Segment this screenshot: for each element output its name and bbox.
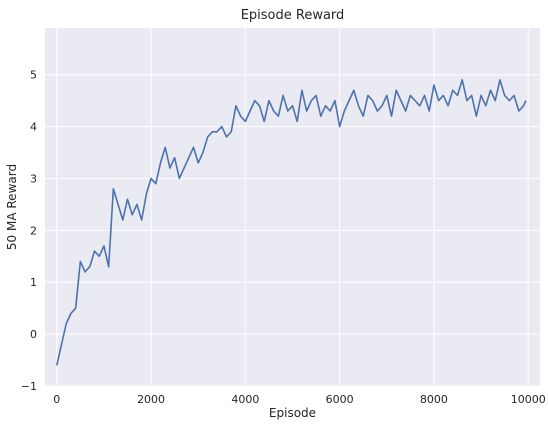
grid-lines	[45, 28, 540, 387]
series-layer	[56, 79, 527, 366]
chart-title: Episode Reward	[241, 8, 345, 23]
tick-labels: 0 2000 4000 6000 8000 10000 −1 0 1 2 3 4 5	[21, 69, 546, 406]
y-tick-label: 2	[30, 224, 37, 237]
y-tick-label: 4	[30, 121, 37, 134]
y-tick-label: 0	[30, 328, 37, 341]
x-axis-label: Episode	[269, 406, 316, 420]
x-tick-label: 8000	[420, 393, 448, 406]
x-tick-label: 10000	[511, 393, 546, 406]
y-tick-label: 5	[30, 69, 37, 82]
y-tick-label: 3	[30, 172, 37, 185]
x-tick-label: 6000	[326, 393, 354, 406]
x-tick-label: 2000	[137, 393, 165, 406]
x-tick-label: 4000	[231, 393, 259, 406]
y-tick-label: 1	[30, 276, 37, 289]
x-tick-label: 0	[53, 393, 60, 406]
y-axis-label: 50 MA Reward	[5, 164, 19, 250]
y-tick-label: −1	[21, 380, 37, 393]
series-line	[56, 79, 527, 366]
plot-area	[45, 28, 540, 386]
